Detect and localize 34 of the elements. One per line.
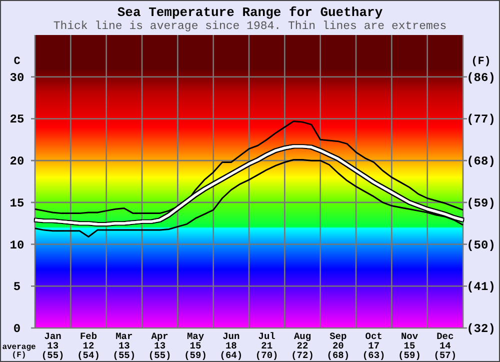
- y-tick-label: 25: [10, 112, 24, 127]
- y2-tick-label: (86): [466, 70, 496, 85]
- chart-title: Sea Temperature Range for Guethary: [117, 5, 383, 20]
- x-tick-label: Jun 18 (64): [220, 331, 243, 361]
- line-series: [34, 158, 464, 238]
- x-tick-label: Jan 13 (55): [41, 331, 64, 361]
- y-tick-label: 10: [10, 238, 24, 252]
- y2-axis-title: (F): [471, 56, 491, 68]
- y2-tick-label: (77): [466, 112, 496, 127]
- x-tick-label: Dec 14 (57): [434, 331, 457, 361]
- x-tick-label: May 15 (59): [184, 331, 207, 361]
- x-tick-label: Jul 21 (70): [255, 331, 278, 361]
- x-tick-label: Aug 22 (72): [291, 331, 314, 361]
- y-tick-label: 15: [10, 196, 24, 210]
- chart-subtitle: Thick line is average since 1984. Thin lines are extremes: [53, 20, 447, 33]
- y2-tick-label: (68): [466, 154, 496, 169]
- line-series: [34, 120, 464, 214]
- y-tick-label: 0: [13, 322, 21, 336]
- x-tick-label: Oct 17 (63): [362, 331, 386, 361]
- x-tick-label: Feb 12 (54): [77, 331, 100, 361]
- y2-tick-label: (32): [466, 322, 496, 336]
- x-tick-label: Apr 13 (55): [148, 331, 172, 361]
- y2-tick-label: (59): [466, 196, 496, 210]
- x-tick-label: Sep 20 (68): [326, 331, 350, 361]
- y-axis-title: C: [14, 56, 21, 68]
- y-tick-label: 30: [10, 70, 24, 85]
- y-tick-label: 5: [13, 280, 21, 294]
- x-tick-label: Nov 15 (59): [398, 331, 421, 361]
- text: average (F): [2, 343, 36, 360]
- line-series: [34, 145, 464, 226]
- x-tick-label: Mar 13 (55): [112, 331, 136, 361]
- y-tick-label: 20: [10, 154, 24, 169]
- y2-tick-label: (50): [466, 238, 496, 252]
- y2-tick-label: (41): [466, 280, 496, 294]
